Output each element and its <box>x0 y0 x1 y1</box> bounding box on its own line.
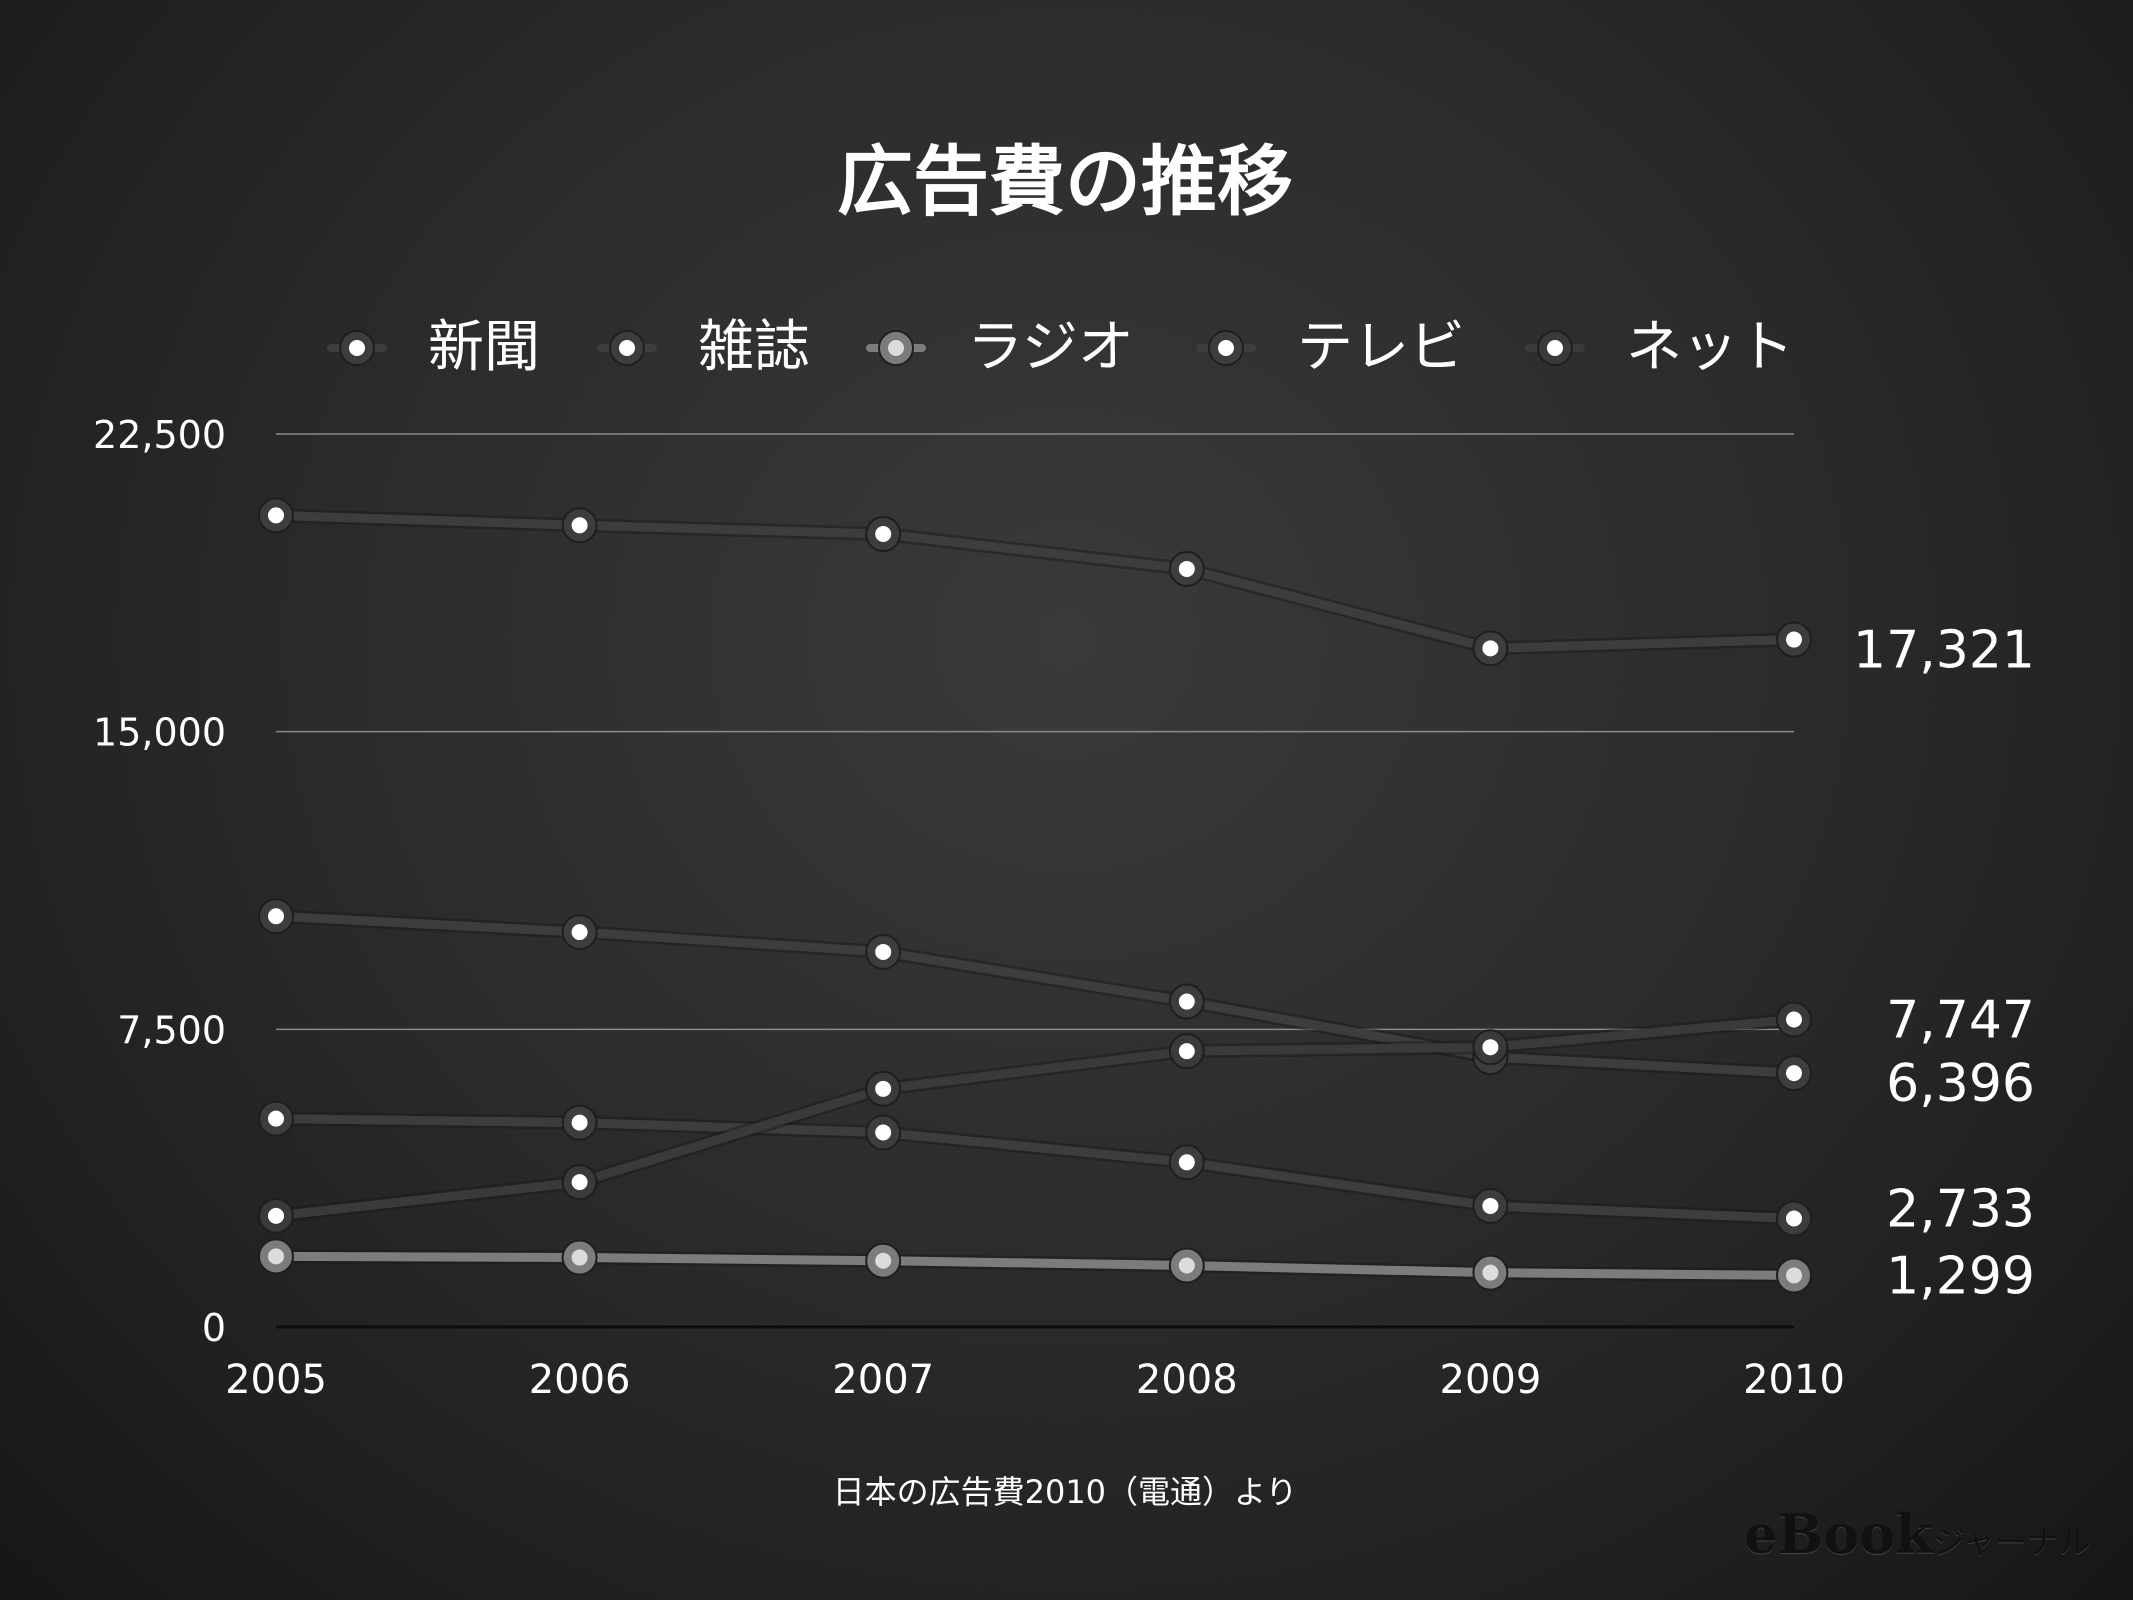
x-tick-label: 2010 <box>1743 1357 1845 1403</box>
series-line-shadow <box>269 1111 1801 1226</box>
legend-label: テレビ <box>1297 315 1465 380</box>
x-axis: 2005 2006 2007 2008 2009 2010 <box>225 1357 1845 1403</box>
legend: 新聞 雑誌 ラジオ テレビ ネット <box>327 315 1794 380</box>
data-point <box>258 1100 294 1137</box>
data-point <box>865 1242 902 1279</box>
data-point <box>258 497 294 534</box>
data-point <box>1168 1144 1205 1181</box>
legend-item: 雑誌 <box>597 315 810 380</box>
legend-item: 新聞 <box>327 315 540 380</box>
logo-journal: ジャーナル <box>1932 1523 2091 1561</box>
series-line <box>271 1251 1799 1280</box>
data-point <box>561 1104 598 1141</box>
data-point <box>1472 630 1509 667</box>
data-point <box>1168 1033 1205 1070</box>
data-point <box>1168 550 1205 587</box>
data-point <box>1776 621 1812 658</box>
series-line-shadow <box>269 909 1801 1081</box>
logo-e: e <box>1744 1505 1778 1566</box>
data-point <box>1168 983 1205 1020</box>
series-line <box>271 1114 1799 1224</box>
x-tick-label: 2008 <box>1136 1357 1238 1403</box>
data-point <box>561 1164 598 1201</box>
series-line <box>271 1015 1799 1221</box>
grid-lines <box>276 433 1794 1329</box>
series-points <box>258 497 1812 1294</box>
data-point <box>561 914 598 951</box>
series-line <box>271 510 1799 653</box>
data-point <box>258 1238 294 1275</box>
legend-label: 雑誌 <box>698 315 810 380</box>
chart-title: 広告費の推移 <box>837 137 1293 226</box>
data-point <box>1472 1187 1509 1224</box>
y-tick-label: 22,500 <box>93 413 226 457</box>
data-point <box>865 933 902 970</box>
data-point <box>1776 1257 1812 1294</box>
end-value-label: 6,396 <box>1886 1054 2035 1114</box>
data-point <box>1472 1029 1509 1066</box>
y-tick-label: 0 <box>202 1306 226 1350</box>
x-tick-label: 2005 <box>225 1357 327 1403</box>
data-point <box>258 898 294 935</box>
data-point <box>1776 1200 1812 1237</box>
source-note: 日本の広告費2010（電通）より <box>833 1473 1298 1511</box>
ebook-journal-logo: eBookジャーナル <box>1744 1502 2091 1566</box>
end-value-label: 1,299 <box>1886 1246 2035 1306</box>
y-axis: 0 7,500 15,000 22,500 <box>93 413 226 1350</box>
legend-label: ラジオ <box>967 315 1134 380</box>
end-value-label: 2,733 <box>1886 1180 2035 1240</box>
data-point <box>258 1197 294 1234</box>
x-tick-label: 2006 <box>529 1357 631 1403</box>
data-point <box>865 516 902 553</box>
series-line-shadow <box>269 508 1801 656</box>
data-point <box>1776 1055 1812 1092</box>
data-point <box>865 1070 902 1107</box>
legend-item: テレビ <box>1196 315 1465 380</box>
data-point <box>1776 1001 1812 1038</box>
data-point <box>865 1114 902 1151</box>
data-point <box>561 507 598 544</box>
data-point <box>1168 1247 1205 1284</box>
data-point <box>1472 1254 1509 1291</box>
y-tick-label: 15,000 <box>93 711 226 755</box>
y-tick-label: 7,500 <box>117 1008 226 1052</box>
x-tick-label: 2007 <box>832 1357 934 1403</box>
legend-item: ネット <box>1525 315 1794 380</box>
logo-book: Book <box>1777 1502 1933 1566</box>
data-point <box>561 1239 598 1276</box>
end-value-label: 17,321 <box>1853 621 2035 681</box>
end-value-label: 7,747 <box>1886 991 2035 1051</box>
x-tick-label: 2009 <box>1440 1357 1542 1403</box>
legend-label: 新聞 <box>428 315 540 380</box>
legend-item: ラジオ <box>866 315 1134 380</box>
legend-label: ネット <box>1626 315 1794 380</box>
series-line <box>271 911 1799 1078</box>
series-lines <box>269 508 1801 1283</box>
